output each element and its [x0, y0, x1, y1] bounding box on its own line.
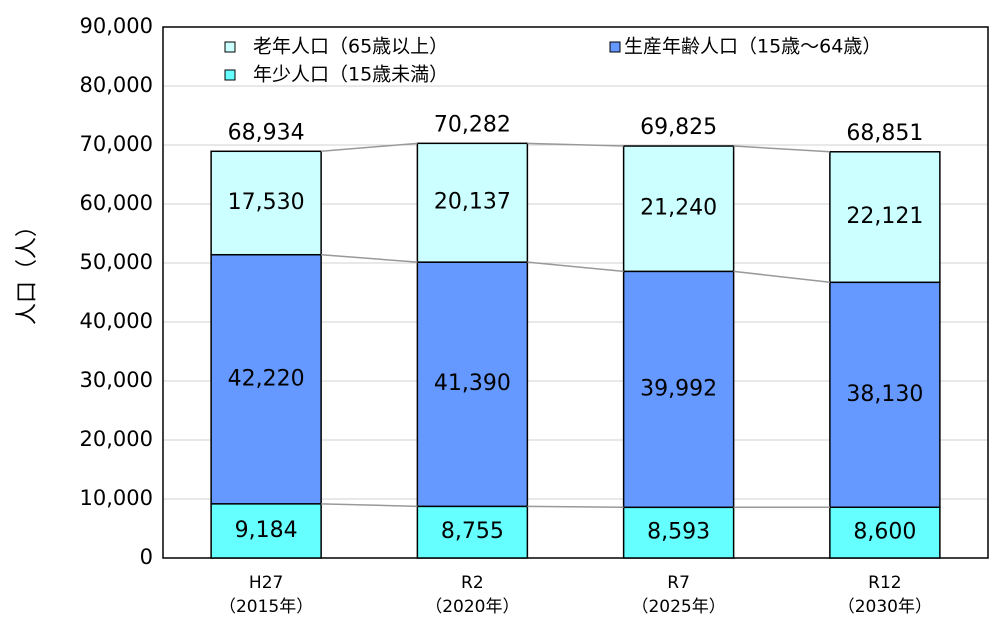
plot-frame: [162, 26, 989, 559]
bar-segment: [829, 151, 941, 284]
legend-swatch: [224, 41, 236, 53]
x-tick-label: R12 （2030年）: [838, 573, 932, 617]
bar-segment: [416, 505, 529, 559]
y-tick-label: 90,000: [80, 14, 153, 38]
value-label: 17,530: [228, 190, 305, 215]
value-label: 42,220: [228, 366, 305, 391]
value-label: 21,240: [640, 196, 717, 221]
bar-segment: [829, 281, 941, 509]
x-tick-label: R7 （2025年）: [631, 573, 725, 617]
y-tick-label: 70,000: [80, 132, 153, 156]
total-label: 70,282: [434, 112, 511, 137]
bar-segment: [829, 506, 941, 559]
y-tick-label: 0: [140, 545, 153, 569]
bar-segment: [622, 270, 735, 509]
value-label: 41,390: [434, 371, 511, 396]
value-label: 38,130: [846, 382, 923, 407]
value-label: 8,600: [853, 520, 916, 545]
connector-line: [527, 261, 624, 273]
total-label: 69,825: [640, 115, 717, 140]
y-tick-label: 30,000: [80, 368, 153, 392]
y-tick-label: 80,000: [80, 73, 153, 97]
value-label: 8,593: [647, 520, 710, 545]
x-tick-label: H27 （2015年）: [219, 573, 313, 617]
y-tick-label: 60,000: [80, 191, 153, 215]
total-label: 68,851: [846, 121, 923, 146]
value-label: 20,137: [434, 190, 511, 215]
value-label: 8,755: [441, 519, 504, 544]
legend-label: 生産年齢人口（15歳～64歳）: [624, 36, 881, 58]
x-tick-label: R2 （2020年）: [425, 573, 519, 617]
connector-line: [527, 142, 624, 147]
bar-segment: [622, 145, 735, 273]
connector-line: [321, 503, 418, 508]
total-label: 68,934: [228, 120, 305, 145]
y-tick-label: 50,000: [80, 250, 153, 274]
bar-segment: [210, 150, 322, 256]
connector-line: [733, 270, 830, 284]
legend-label: 年少人口（15歳未満）: [253, 64, 448, 86]
y-axis-label: 人口（人）: [15, 215, 40, 325]
bar-segment: [210, 503, 322, 559]
connector-line: [321, 142, 418, 153]
connector-line: [321, 253, 418, 263]
connector-line: [527, 505, 624, 509]
connector-line: [733, 145, 830, 153]
y-tick-label: 20,000: [80, 427, 153, 451]
bar-segment: [622, 506, 735, 559]
value-label: 9,184: [235, 518, 298, 543]
value-label: 39,992: [640, 376, 717, 401]
legend-swatch: [609, 41, 621, 53]
bar-segment: [416, 261, 529, 508]
y-tick-label: 40,000: [80, 309, 153, 333]
y-tick-label: 10,000: [80, 486, 153, 510]
legend-label: 老年人口（65歳以上）: [253, 36, 448, 58]
bar-segment: [210, 253, 322, 505]
value-label: 22,121: [846, 204, 923, 229]
legend-swatch: [224, 69, 236, 81]
bar-segment: [416, 142, 529, 263]
